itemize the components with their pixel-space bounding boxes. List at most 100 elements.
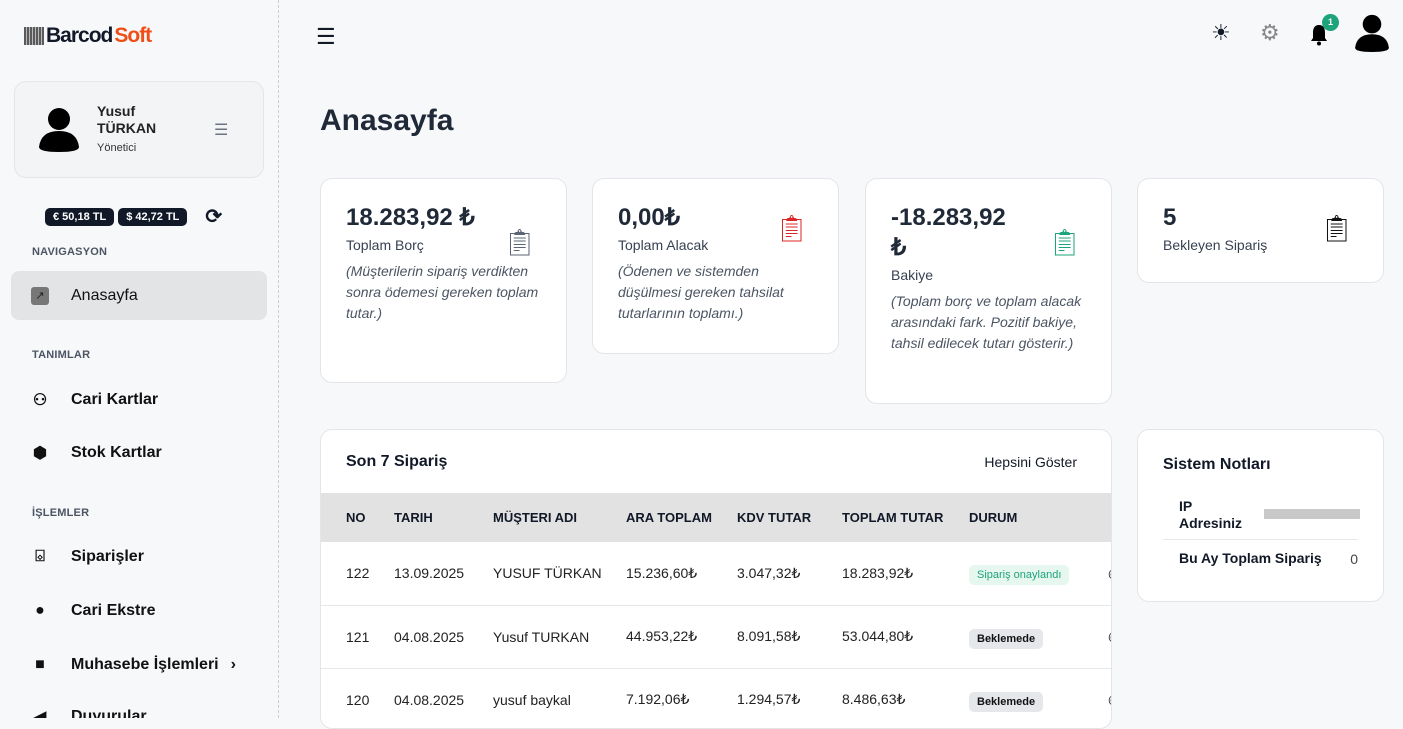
subtotal: 15.236,60₺ xyxy=(626,542,737,606)
sidebar-item-muhasebe[interactable]: ■ Muhasebe İşlemleri › xyxy=(11,640,267,689)
column-header: TOPLAM TUTAR xyxy=(842,493,969,542)
sun-icon[interactable]: ☀ xyxy=(1211,20,1231,45)
divider xyxy=(1163,539,1358,540)
sidebar-item-label: Cari Kartlar xyxy=(71,390,159,408)
users-icon: ⚇ xyxy=(32,391,48,409)
orders-table: NO TARIH MÜŞTERI ADI ARA TOPLAM KDV TUTA… xyxy=(321,493,1111,728)
customer-name: yusuf baykal xyxy=(493,668,626,728)
user-role: Yönetici xyxy=(97,142,137,154)
chevron-right-icon: › xyxy=(230,655,236,673)
order-date: 04.08.2025 xyxy=(394,605,493,669)
status-badge: Beklemede xyxy=(969,628,1044,649)
sidebar-item-cari-kartlar[interactable]: ⚇ Cari Kartlar xyxy=(11,375,267,424)
order-no: 120 xyxy=(321,668,394,728)
sidebar-item-label: Stok Kartlar xyxy=(71,443,162,461)
user-card: Yusuf TÜRKAN Yönetici ☰ xyxy=(14,81,264,178)
monthly-orders-value: 0 xyxy=(1350,551,1358,567)
sidebar-item-label: Muhasebe İşlemleri xyxy=(71,655,219,673)
bell-icon[interactable] xyxy=(1310,24,1328,46)
usd-rate-badge: $ 42,72 TL xyxy=(118,207,188,226)
clipboard-dollar-icon: 📋︎ xyxy=(774,213,808,243)
ip-value-redacted xyxy=(1264,509,1360,519)
stat-card-toplam-borc: 18.283,92 ₺ Toplam Borç (Müşterilerin si… xyxy=(320,178,567,383)
total: 18.283,92₺ xyxy=(842,542,969,606)
order-no: 121 xyxy=(321,605,394,669)
brand-name-accent: Soft xyxy=(114,24,152,47)
box-icon: ⬢ xyxy=(33,444,47,462)
sidebar-item-label: Anasayfa xyxy=(71,286,138,304)
section-label: TANIMLAR xyxy=(32,349,91,361)
eur-rate-badge: € 50,18 TL xyxy=(45,207,115,226)
sidebar-item-cari-ekstre[interactable]: ● Cari Ekstre xyxy=(11,586,267,635)
subtotal: 44.953,22₺ xyxy=(626,605,737,669)
sidebar-item-stok-kartlar[interactable]: ⬢ Stok Kartlar xyxy=(11,428,267,477)
customer-name: Yusuf TURKAN xyxy=(493,605,626,669)
brand-name: Barcod xyxy=(46,24,113,47)
system-notes-title: Sistem Notları xyxy=(1163,456,1271,473)
ip-label: IP Adresiniz xyxy=(1179,498,1243,531)
stat-value: -18.283,92₺ xyxy=(891,204,1006,261)
system-notes-card: Sistem Notları IP Adresiniz Bu Ay Toplam… xyxy=(1137,429,1384,602)
chart-icon: ↗ xyxy=(31,286,49,305)
vat: 8.091,58₺ xyxy=(737,605,842,669)
clipboard-dollar-icon: 📋︎ xyxy=(1319,213,1353,243)
stat-value: 18.283,92 ₺ xyxy=(346,204,475,231)
menu-icon[interactable]: ☰ xyxy=(316,24,336,49)
recent-orders-title: Son 7 Sipariş xyxy=(346,453,448,470)
view-icon[interactable]: ◉ xyxy=(1108,668,1111,728)
sidebar-item-label: Duyurular xyxy=(71,707,147,719)
profile-icon[interactable] xyxy=(1355,14,1389,52)
customer-name: YUSUF TÜRKAN xyxy=(493,542,626,606)
notification-badge: 1 xyxy=(1322,14,1339,31)
sidebar-item-siparisler[interactable]: ⌺ Siparişler xyxy=(11,532,267,581)
view-icon[interactable]: ◉ xyxy=(1108,605,1111,669)
table-row[interactable]: 120 04.08.2025 yusuf baykal 7.192,06₺ 1.294,… xyxy=(321,668,1111,728)
column-header: ARA TOPLAM xyxy=(626,493,737,542)
column-header xyxy=(1108,493,1111,542)
sidebar-item-anasayfa[interactable]: ↗ Anasayfa xyxy=(11,271,267,320)
sidebar: Barcod Soft Yusuf TÜRKAN Yönetici ☰ € 50,… xyxy=(0,0,279,718)
stat-card-bakiye: -18.283,92₺ Bakiye (Toplam borç ve topla… xyxy=(865,178,1112,404)
show-all-link[interactable]: Hepsini Göster xyxy=(984,454,1077,470)
gear-icon[interactable]: ⚙ xyxy=(1260,20,1280,45)
user-name: Yusuf TÜRKAN xyxy=(97,103,157,136)
refresh-icon[interactable]: ⟳ xyxy=(205,206,223,228)
stat-description: (Müşterilerin sipariş verdikten sonra öd… xyxy=(346,263,539,321)
vat: 3.047,32₺ xyxy=(737,542,842,606)
section-label: İŞLEMLER xyxy=(32,507,90,519)
page-title: Anasayfa xyxy=(320,104,454,137)
recent-orders-card: Son 7 Sipariş Hepsini Göster NO TARIH MÜ… xyxy=(320,429,1112,729)
column-header: MÜŞTERI ADI xyxy=(493,493,626,542)
stat-description: (Ödenen ve sistemden düşülmesi gereken t… xyxy=(618,263,784,321)
order-date: 04.08.2025 xyxy=(394,668,493,728)
table-row[interactable]: 121 04.08.2025 Yusuf TURKAN 44.953,22₺ 8.091… xyxy=(321,605,1111,669)
subtotal: 7.192,06₺ xyxy=(626,668,737,728)
sidebar-item-label: Cari Ekstre xyxy=(71,601,156,619)
column-header: KDV TUTAR xyxy=(737,493,842,542)
stat-label: Bekleyen Sipariş xyxy=(1163,237,1268,253)
basket-icon: ⌺ xyxy=(35,547,45,565)
stat-label: Toplam Alacak xyxy=(618,237,709,253)
table-header: NO TARIH MÜŞTERI ADI ARA TOPLAM KDV TUTA… xyxy=(321,493,1111,542)
stat-label: Bakiye xyxy=(891,267,934,283)
user-icon: ● xyxy=(35,601,45,619)
logo[interactable]: Barcod Soft xyxy=(24,24,152,48)
sidebar-item-duyurular[interactable]: ◀ Duyurular xyxy=(11,692,267,719)
stat-label: Toplam Borç xyxy=(346,237,424,253)
column-header: TARIH xyxy=(394,493,493,542)
sidebar-item-label: Siparişler xyxy=(71,547,144,565)
view-icon[interactable]: ◉ xyxy=(1108,542,1111,606)
total: 8.486,63₺ xyxy=(842,668,969,728)
column-header: DURUM xyxy=(969,493,1108,542)
total: 53.044,80₺ xyxy=(842,605,969,669)
table-row[interactable]: 122 13.09.2025 YUSUF TÜRKAN 15.236,60₺ 3.047… xyxy=(321,542,1111,606)
order-date: 13.09.2025 xyxy=(394,542,493,606)
status-badge: Sipariş onaylandı xyxy=(969,565,1070,586)
clipboard-dollar-icon: 📋︎ xyxy=(1047,227,1081,257)
column-header: NO xyxy=(321,493,394,542)
filter-icon[interactable]: ☰ xyxy=(214,122,229,139)
section-label: NAVIGASYON xyxy=(32,246,108,258)
status-badge: Beklemede xyxy=(969,691,1044,712)
exchange-rates: € 50,18 TL $ 42,72 TL ⟳ xyxy=(45,204,222,229)
stat-value: 0,00₺ xyxy=(618,204,680,231)
